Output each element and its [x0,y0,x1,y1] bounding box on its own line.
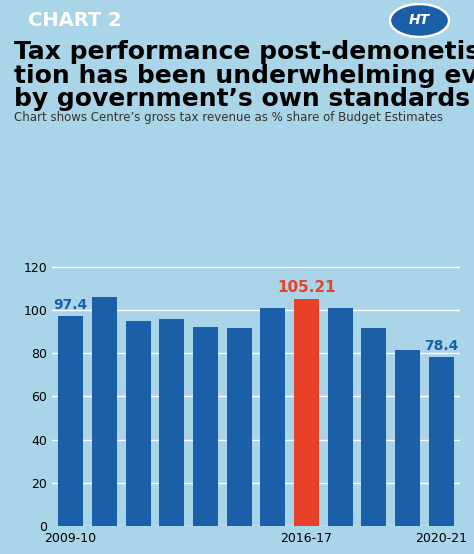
Bar [227,329,252,526]
Bar [193,327,218,526]
Text: Chart shows Centre’s gross tax revenue as % share of Budget Estimates: Chart shows Centre’s gross tax revenue a… [14,111,443,124]
Text: tion has been underwhelming even: tion has been underwhelming even [14,64,474,88]
Text: Tax performance post-demonetisa-: Tax performance post-demonetisa- [14,40,474,64]
Text: 105.21: 105.21 [277,280,336,295]
Text: by government’s own standards: by government’s own standards [14,87,470,111]
Circle shape [390,4,449,37]
Bar [361,329,386,526]
Bar [159,319,184,526]
Bar [395,350,420,526]
Text: 97.4: 97.4 [54,298,88,312]
Bar [58,316,83,526]
Bar [260,307,285,526]
Bar [429,357,454,526]
Text: 78.4: 78.4 [424,340,458,353]
Bar [126,321,151,526]
Text: HT: HT [409,13,430,28]
Bar [328,307,353,526]
Bar [294,299,319,526]
Text: CHART 2: CHART 2 [28,11,122,30]
Bar [92,297,117,526]
